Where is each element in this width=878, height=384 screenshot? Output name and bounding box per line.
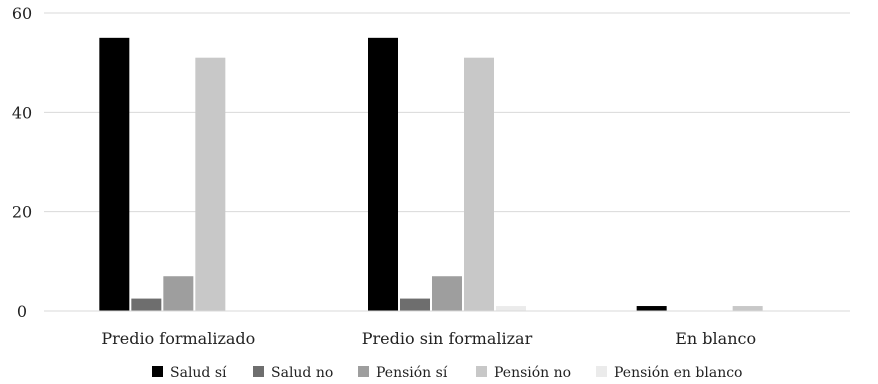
bar-pensión-sí-2 (432, 276, 462, 311)
legend-label: Pensión no (494, 365, 571, 381)
bar-salud-no-2 (400, 298, 430, 311)
bar-salud-sí-3 (636, 306, 667, 311)
legend-swatch (476, 366, 487, 377)
legend-swatch (596, 366, 607, 377)
legend-swatch (152, 366, 163, 377)
bar-pensión-no-2 (464, 57, 494, 312)
x-category-label: Predio formalizado (101, 329, 255, 348)
bar-pensión-sí-1 (163, 276, 194, 311)
y-tick-label: 0 (17, 302, 27, 321)
x-axis-categories: Predio formalizado Predio sin formalizar E… (101, 329, 756, 348)
y-tick-label: 40 (12, 103, 32, 122)
legend-label: Salud no (271, 365, 333, 381)
bar-salud-sí-2 (368, 37, 398, 311)
bar-pensión-en-blanco-2 (496, 306, 526, 311)
legend: Salud sí Salud no Pensión sí Pensión no Pens… (152, 365, 742, 381)
bars (99, 37, 763, 312)
x-category-label: En blanco (675, 329, 756, 348)
x-category-label: Predio sin formalizar (362, 329, 533, 348)
legend-label: Salud sí (170, 365, 227, 381)
legend-swatch (358, 366, 369, 377)
y-tick-label: 60 (12, 4, 32, 23)
y-axis-ticks: 0 20 40 60 (12, 4, 32, 321)
bar-salud-sí-1 (99, 37, 130, 311)
legend-swatch (253, 366, 264, 377)
legend-label: Pensión sí (376, 365, 448, 381)
bar-salud-no-1 (131, 298, 162, 311)
y-tick-label: 20 (12, 203, 32, 222)
legend-label: Pensión en blanco (614, 365, 742, 381)
gridlines (44, 12, 850, 213)
bar-pensión-no-3 (732, 306, 763, 311)
bar-pensión-no-1 (195, 57, 226, 312)
